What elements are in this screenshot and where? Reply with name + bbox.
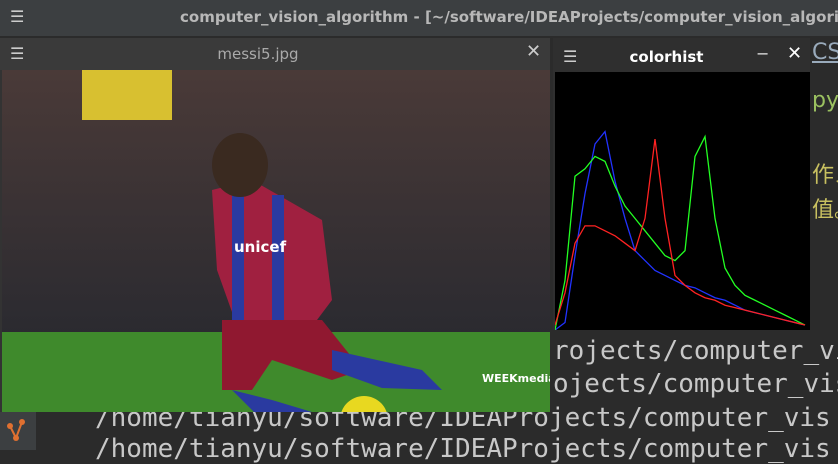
ball <box>341 396 387 412</box>
window-title: messi5.jpg <box>217 45 299 63</box>
photo: unicef WEEKmedia <box>2 70 550 412</box>
banner <box>82 70 172 120</box>
close-button[interactable]: ✕ <box>787 43 803 64</box>
window-title-bar: ☰ messi5.jpg ✕ <box>0 38 550 70</box>
histogram-line <box>555 138 806 326</box>
plot-background <box>555 72 810 330</box>
ide-title: computer_vision_algorithm - [~/software/… <box>180 8 838 26</box>
histogram-window: ☰ colorhist − ✕ <box>553 38 810 330</box>
head <box>212 133 268 197</box>
window-title: colorhist <box>629 48 704 66</box>
leg <box>232 390 312 412</box>
watermark: WEEKmedia <box>482 372 550 385</box>
shirt-text: unicef <box>234 238 287 256</box>
image-window: ☰ messi5.jpg ✕ unicef WEEKmedia <box>0 38 550 412</box>
shirt-stripe <box>232 190 244 330</box>
leg <box>332 350 442 390</box>
editor-fragment: CS <box>812 40 838 65</box>
editor-fragment: py <box>812 88 838 113</box>
shorts <box>222 320 362 390</box>
terminal-line: ojects/computer_vis <box>553 369 838 399</box>
menu-icon[interactable]: ☰ <box>563 47 578 66</box>
histogram-plot <box>555 72 810 330</box>
git-icon[interactable] <box>0 400 36 450</box>
histogram-line <box>555 134 806 330</box>
close-button[interactable]: ✕ <box>526 41 542 62</box>
minimize-button[interactable]: − <box>756 44 770 63</box>
menu-icon[interactable]: ☰ <box>10 44 25 63</box>
terminal-line: rojects/computer_vis <box>553 336 838 366</box>
menu-icon[interactable]: ☰ <box>10 7 25 26</box>
editor-fragment: 作ス <box>812 163 838 188</box>
shirt-stripe <box>272 195 284 335</box>
editor-fragment: 值。 <box>812 198 838 223</box>
terminal-line: /home/tianyu/software/IDEAProjects/compu… <box>95 434 831 464</box>
ide-title-bar: ☰ computer_vision_algorithm - [~/softwar… <box>0 0 838 36</box>
